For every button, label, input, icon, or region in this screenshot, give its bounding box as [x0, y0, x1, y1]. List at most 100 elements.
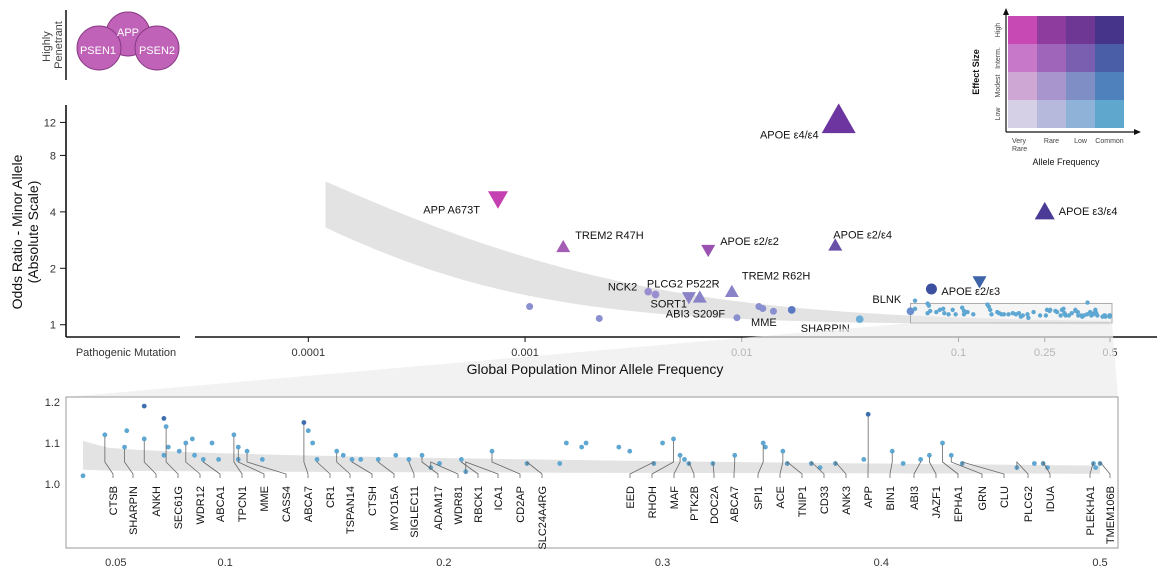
legend-cell	[1066, 16, 1095, 44]
gene-leader-line	[336, 453, 351, 478]
zoom-data-point	[762, 444, 768, 450]
y-tick-label: 12	[44, 117, 56, 129]
data-point	[960, 305, 965, 310]
zoom-data-point	[334, 448, 340, 454]
zoom-data-point	[948, 452, 954, 458]
zoom-x-tick-label: 0.1	[218, 557, 233, 569]
zoom-data-point	[141, 436, 147, 442]
zoom-confidence-band	[83, 440, 1100, 474]
gene-label: CD2AP	[515, 486, 527, 523]
zoom-x-tick-label: 0.2	[436, 557, 451, 569]
point-label: NCK2	[608, 282, 637, 294]
zoom-data-point	[900, 461, 906, 466]
data-point	[692, 290, 707, 303]
zoom-x-tick-label: 0.5	[1092, 557, 1107, 569]
legend-y-category: Low	[995, 107, 1002, 121]
zoom-y-tick-label: 1.1	[45, 438, 60, 450]
legend-x-arrow	[1134, 129, 1141, 135]
zoom-data-point	[406, 457, 412, 462]
gene-leader-line	[786, 461, 803, 478]
legend-cell	[1037, 44, 1066, 72]
gene-circle-psen1	[76, 25, 122, 71]
zoom-data-point	[458, 457, 464, 462]
legend-x-category: Common	[1095, 138, 1124, 145]
gene-leader-line	[143, 440, 157, 478]
data-point	[934, 309, 939, 315]
zoom-data-point	[305, 428, 311, 434]
zoom-data-point	[616, 444, 622, 450]
gene-leader-line	[779, 453, 784, 478]
gene-leader-line	[1089, 461, 1094, 478]
gene-label: SEC61G	[173, 486, 185, 529]
gene-leader-line	[913, 461, 922, 478]
gene-label: CLU	[999, 486, 1011, 508]
gene-leader-line	[104, 436, 114, 478]
zoom-data-point	[437, 461, 442, 466]
data-point	[1075, 309, 1080, 315]
data-point	[651, 290, 660, 299]
zoom-data-point	[124, 428, 130, 434]
zoom-data-point	[209, 440, 215, 446]
zoom-x-tick-label: 0.3	[655, 557, 670, 569]
zoom-data-point	[189, 436, 195, 442]
legend-cell	[1095, 44, 1124, 72]
zoom-data-point	[141, 403, 147, 409]
gene-leader-line	[430, 461, 459, 478]
gene-leader-line	[942, 445, 959, 478]
gene-label: BIN1	[885, 486, 897, 510]
zoom-data-point	[393, 452, 399, 458]
gene-leader-line	[460, 461, 479, 478]
legend-cell	[1066, 72, 1095, 100]
gene-label: WDR12	[195, 486, 207, 525]
gene-label: PTK2B	[689, 486, 701, 521]
data-point	[961, 312, 967, 317]
data-point	[1063, 313, 1068, 318]
gene-leader-line	[1042, 460, 1051, 478]
point-label: SORT1	[651, 298, 687, 310]
data-point	[1020, 313, 1026, 318]
zoom-data-point	[660, 440, 665, 446]
gene-leader-line	[202, 461, 221, 478]
gene-leader-line	[1016, 460, 1029, 478]
zoom-data-point	[865, 411, 871, 417]
data-point	[787, 306, 796, 314]
zoom-data-point	[940, 440, 945, 446]
data-point	[1058, 313, 1063, 318]
data-point	[1107, 313, 1113, 318]
highly-penetrant-line: Highly	[41, 31, 53, 62]
zoom-data-point	[1031, 461, 1037, 466]
zoom-data-point	[375, 457, 381, 462]
legend-y-category: Modest	[995, 74, 1002, 97]
legend-cell	[1037, 72, 1066, 100]
zoom-data-point	[102, 432, 108, 438]
y-tick-label: 8	[50, 150, 56, 162]
gene-label: TMEM106B	[1105, 486, 1117, 544]
zoom-data-point	[563, 440, 569, 446]
gene-leader-line	[757, 445, 764, 478]
zoom-data-point	[918, 457, 924, 462]
data-point	[828, 238, 843, 251]
gene-label: MME	[259, 486, 271, 512]
zoom-connector	[66, 323, 1118, 397]
main-points	[487, 103, 1113, 324]
y-tick-label: 1	[50, 320, 56, 332]
data-point	[487, 191, 508, 209]
zoom-data-point	[163, 424, 169, 429]
pathogenic-mutation-label: Pathogenic Mutation	[76, 347, 176, 359]
zoom-data-point	[183, 440, 189, 446]
legend-y-category: Interm.	[995, 47, 1002, 69]
gene-label: ABI3	[909, 486, 921, 510]
point-label: APOE ε2/ε2	[720, 236, 779, 248]
zoom-data-point	[176, 448, 182, 454]
data-point	[1054, 309, 1060, 315]
legend-cell	[1066, 100, 1095, 128]
data-point	[526, 303, 534, 311]
highly-penetrant-panel: Highly Penetrant APP PSEN1 PSEN2	[41, 10, 180, 80]
gene-leader-line	[834, 460, 847, 478]
gene-label: ICA1	[493, 486, 505, 510]
y-tick-label: 4	[50, 207, 56, 219]
point-label: BLNK	[872, 294, 901, 306]
zoom-data-point	[557, 461, 563, 466]
point-label: MME	[751, 317, 777, 329]
